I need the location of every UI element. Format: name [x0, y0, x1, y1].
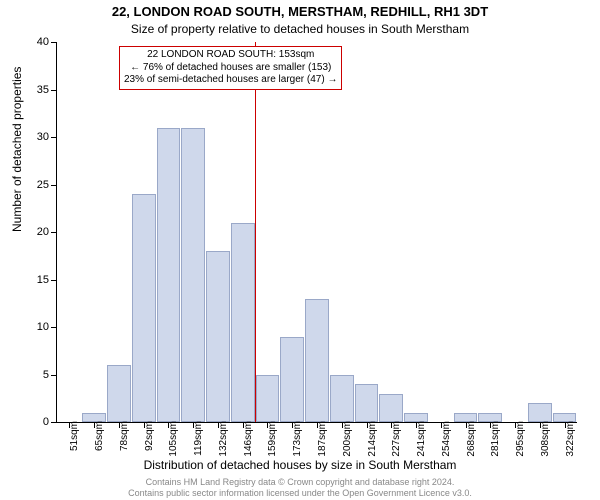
plot-area: 051015202530354051sqm65sqm78sqm92sqm105s… — [56, 42, 577, 423]
histogram-bar — [528, 403, 552, 422]
x-tick-label: 159sqm — [267, 421, 278, 457]
callout-line-3: 23% of semi-detached houses are larger (… — [124, 74, 337, 85]
x-tick-label: 214sqm — [367, 421, 378, 457]
callout-line-1: 22 LONDON ROAD SOUTH: 153sqm — [147, 49, 314, 60]
y-tick — [51, 185, 57, 186]
callout-box: 22 LONDON ROAD SOUTH: 153sqm ← 76% of det… — [119, 46, 342, 90]
y-tick-label: 40 — [21, 36, 49, 48]
x-tick-label: 187sqm — [317, 421, 328, 457]
histogram-bar — [355, 384, 379, 422]
histogram-bar — [305, 299, 329, 423]
x-axis-title: Distribution of detached houses by size … — [0, 458, 600, 472]
x-tick-label: 322sqm — [565, 421, 576, 457]
y-tick-label: 20 — [21, 226, 49, 238]
histogram-bar — [181, 128, 205, 423]
x-tick-label: 241sqm — [416, 421, 427, 457]
x-tick-label: 281sqm — [490, 421, 501, 457]
x-tick-label: 51sqm — [69, 421, 80, 451]
y-tick — [51, 232, 57, 233]
x-tick-label: 308sqm — [540, 421, 551, 457]
x-tick-label: 254sqm — [441, 421, 452, 457]
x-tick-label: 146sqm — [243, 421, 254, 457]
footer-line-1: Contains HM Land Registry data © Crown c… — [146, 477, 455, 487]
callout-line-2: ← 76% of detached houses are smaller (15… — [130, 62, 331, 73]
y-tick — [51, 137, 57, 138]
y-tick-label: 10 — [21, 321, 49, 333]
x-tick-label: 227sqm — [391, 421, 402, 457]
histogram-bar — [231, 223, 255, 423]
x-tick-label: 78sqm — [119, 421, 130, 451]
x-tick-label: 65sqm — [94, 421, 105, 451]
y-tick — [51, 375, 57, 376]
y-tick-label: 35 — [21, 84, 49, 96]
chart-subtitle: Size of property relative to detached ho… — [0, 22, 600, 36]
y-tick — [51, 42, 57, 43]
footer-line-2: Contains public sector information licen… — [128, 488, 472, 498]
x-tick-label: 295sqm — [515, 421, 526, 457]
histogram-bar — [206, 251, 230, 422]
y-tick — [51, 280, 57, 281]
x-tick-label: 200sqm — [342, 421, 353, 457]
x-tick-label: 268sqm — [466, 421, 477, 457]
y-tick — [51, 90, 57, 91]
histogram-bar — [157, 128, 181, 423]
histogram-bar — [132, 194, 156, 422]
chart-container: 22, LONDON ROAD SOUTH, MERSTHAM, REDHILL… — [0, 0, 600, 500]
histogram-bar — [280, 337, 304, 423]
y-tick-label: 25 — [21, 179, 49, 191]
y-tick-label: 0 — [21, 416, 49, 428]
y-tick-label: 5 — [21, 369, 49, 381]
y-tick-label: 30 — [21, 131, 49, 143]
histogram-bar — [379, 394, 403, 423]
footer-attribution: Contains HM Land Registry data © Crown c… — [0, 477, 600, 498]
chart-title: 22, LONDON ROAD SOUTH, MERSTHAM, REDHILL… — [0, 4, 600, 19]
y-tick — [51, 327, 57, 328]
reference-line — [255, 42, 256, 422]
x-tick-label: 132sqm — [218, 421, 229, 457]
histogram-bar — [107, 365, 131, 422]
histogram-bar — [256, 375, 280, 423]
x-tick-label: 173sqm — [292, 421, 303, 457]
x-tick-label: 105sqm — [168, 421, 179, 457]
y-tick-label: 15 — [21, 274, 49, 286]
x-tick-label: 119sqm — [193, 421, 204, 456]
histogram-bar — [330, 375, 354, 423]
y-tick — [51, 422, 57, 423]
x-tick-label: 92sqm — [144, 421, 155, 451]
